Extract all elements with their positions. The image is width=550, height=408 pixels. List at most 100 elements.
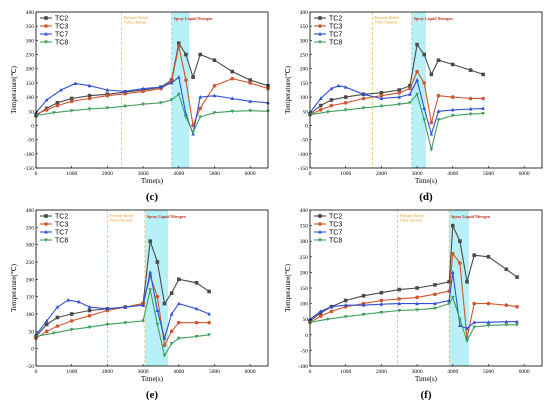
series-line-tc7 xyxy=(309,78,484,136)
y-tick-label: 400 xyxy=(26,10,35,16)
data-point-tc3 xyxy=(436,93,441,98)
y-tick-label: 350 xyxy=(300,224,309,230)
y-tick-label: -100 xyxy=(298,152,308,158)
data-point-tc2 xyxy=(184,52,188,57)
data-point-tc7 xyxy=(465,326,469,331)
x-tick-label: 0 xyxy=(309,369,312,375)
data-point-tc2 xyxy=(450,223,455,228)
data-point-tc7 xyxy=(422,106,427,110)
x-tick-label: 5000 xyxy=(483,369,494,375)
data-point-tc8 xyxy=(194,335,199,339)
legend-marker-tc7 xyxy=(318,31,322,36)
y-tick-label: 150 xyxy=(300,286,309,292)
data-point-tc3 xyxy=(397,91,402,95)
data-point-tc8 xyxy=(87,325,92,330)
data-point-tc7 xyxy=(329,86,334,91)
data-point-tc3 xyxy=(397,297,402,301)
y-tick-label: 50 xyxy=(29,329,35,335)
data-point-tc3 xyxy=(141,89,145,94)
data-point-tc8 xyxy=(361,313,366,317)
y-tick-label: 200 xyxy=(26,67,35,73)
data-point-tc8 xyxy=(397,102,402,107)
data-point-tc7 xyxy=(212,93,217,98)
data-point-tc8 xyxy=(123,321,128,325)
data-point-tc7 xyxy=(66,298,70,302)
y-tick-label: 150 xyxy=(300,81,309,87)
data-point-tc2 xyxy=(397,287,402,292)
data-point-tc2 xyxy=(87,93,92,98)
legend-label: TC8 xyxy=(329,237,342,244)
data-point-tc8 xyxy=(433,306,437,311)
legend-marker-tc8 xyxy=(44,238,48,243)
data-point-tc3 xyxy=(458,261,462,265)
data-point-tc2 xyxy=(361,294,366,298)
series-line-tc7 xyxy=(35,272,210,341)
data-point-tc3 xyxy=(194,320,199,325)
data-point-tc7 xyxy=(141,303,145,307)
y-tick-label: 400 xyxy=(300,10,309,16)
series-line-tc8 xyxy=(309,93,484,150)
spray-band xyxy=(411,12,426,168)
data-point-tc2 xyxy=(472,253,476,258)
y-tick-label: 100 xyxy=(300,95,309,101)
y-tick-label: 350 xyxy=(26,225,35,231)
valve-annotation-line: Pressure Relief xyxy=(109,213,134,218)
y-tick-label: -50 xyxy=(301,138,309,144)
data-point-tc2 xyxy=(69,312,74,316)
data-point-tc7 xyxy=(336,83,341,88)
y-tick-label: 0 xyxy=(31,347,34,353)
legend-marker-tc2 xyxy=(44,214,48,218)
data-point-tc8 xyxy=(141,319,145,324)
y-tick-label: 200 xyxy=(300,270,309,276)
data-point-tc3 xyxy=(176,320,181,325)
data-point-tc7 xyxy=(87,304,92,309)
chart-panel-2: Pressure Relief Valve Opened Spray Liquid … xyxy=(284,10,543,203)
data-point-tc7 xyxy=(397,94,402,99)
data-point-tc7 xyxy=(415,301,419,306)
data-point-tc7 xyxy=(436,109,441,113)
valve-annotation-line: Valve Opened xyxy=(399,218,422,223)
x-axis-label: Time(s) xyxy=(141,177,164,185)
data-point-tc7 xyxy=(105,306,110,311)
data-point-tc3 xyxy=(450,251,455,256)
x-tick-label: 4000 xyxy=(173,171,184,177)
y-tick-label: 300 xyxy=(300,239,309,245)
data-point-tc7 xyxy=(468,106,473,111)
data-point-tc8 xyxy=(481,112,485,116)
chart-panel-3: Pressure Relief Valve Opened Spray Liquid … xyxy=(10,208,269,401)
data-point-tc7 xyxy=(397,301,402,306)
data-point-tc2 xyxy=(155,260,160,264)
data-point-tc2 xyxy=(248,78,252,82)
data-point-tc3 xyxy=(184,78,188,82)
data-point-tc8 xyxy=(422,118,427,122)
legend-marker-tc3 xyxy=(44,24,48,28)
data-point-tc8 xyxy=(69,328,74,332)
data-point-tc7 xyxy=(73,81,78,85)
y-tick-label: 350 xyxy=(300,24,309,30)
data-point-tc3 xyxy=(361,96,366,101)
data-point-tc8 xyxy=(148,288,153,292)
data-point-tc7 xyxy=(207,311,211,316)
data-point-tc3 xyxy=(44,108,49,112)
data-point-tc8 xyxy=(87,107,92,112)
data-point-tc3 xyxy=(472,301,476,306)
data-point-tc2 xyxy=(87,308,92,313)
data-point-tc3 xyxy=(55,324,60,328)
valve-annotation-line: Valve Opened xyxy=(374,20,397,25)
x-axis-label: Time(s) xyxy=(141,375,164,383)
legend-label: TC7 xyxy=(55,229,68,236)
data-point-tc3 xyxy=(207,320,211,325)
data-point-tc7 xyxy=(361,92,366,96)
data-point-tc8 xyxy=(429,148,434,152)
data-point-tc2 xyxy=(486,255,491,259)
y-tick-label: 400 xyxy=(26,208,35,214)
data-point-tc8 xyxy=(458,317,462,322)
plot-frame xyxy=(35,209,269,367)
x-tick-label: 0 xyxy=(35,171,38,177)
x-tick-label: 1000 xyxy=(66,171,77,177)
data-point-tc7 xyxy=(77,299,81,304)
legend-marker-tc7 xyxy=(44,31,48,36)
data-point-tc8 xyxy=(379,104,384,109)
legend-marker-tc8 xyxy=(318,40,322,45)
